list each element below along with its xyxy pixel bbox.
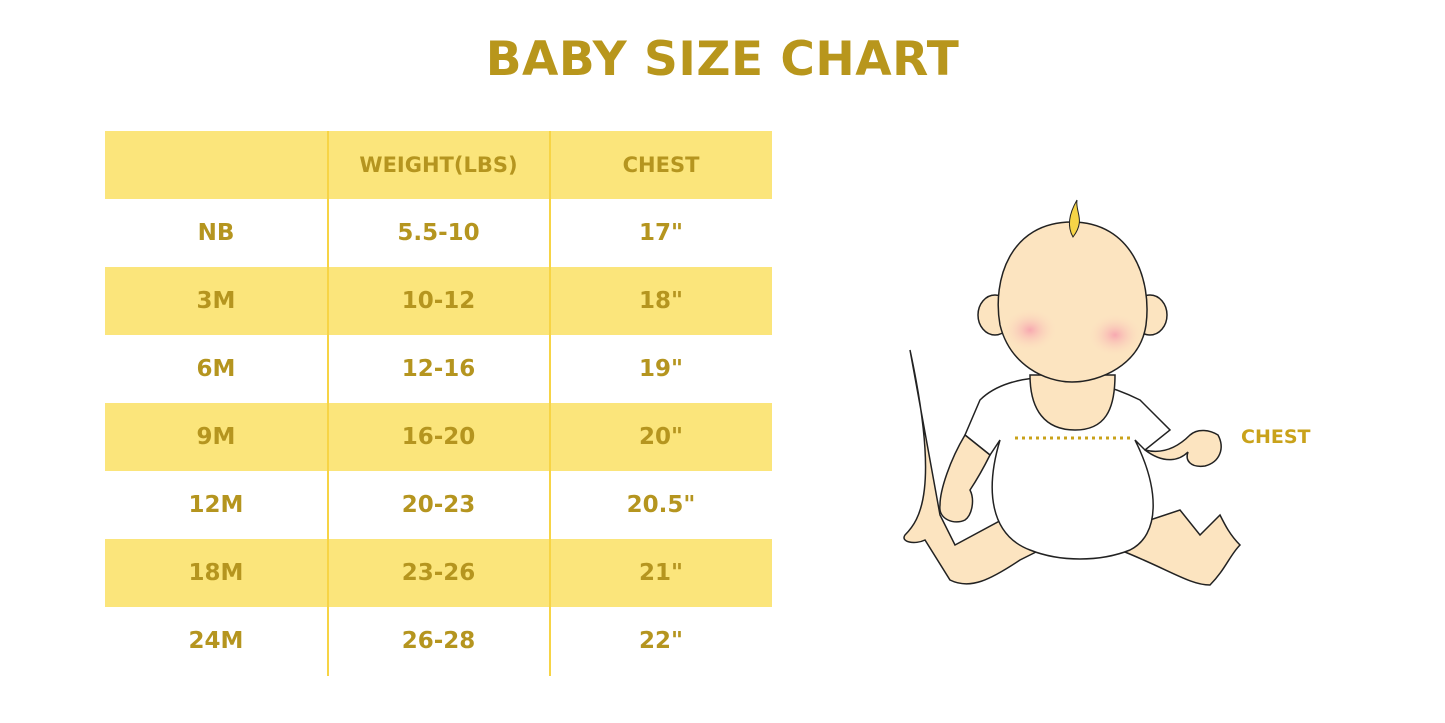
page-title: BABY SIZE CHART xyxy=(485,32,960,87)
left-arm xyxy=(939,433,991,523)
table-row: 18M 23-26 21" xyxy=(105,539,772,607)
weight-cell: 23-26 xyxy=(401,560,476,586)
weight-cell: 16-20 xyxy=(401,424,476,450)
table-row: 6M 12-16 19" xyxy=(105,335,772,403)
size-cell: 6M xyxy=(196,356,236,382)
size-cell: NB xyxy=(197,220,235,246)
right-arm xyxy=(1144,429,1222,468)
size-cell: 24M xyxy=(188,628,244,654)
right-cheek xyxy=(1087,313,1143,357)
header-cell xyxy=(105,131,327,199)
table-row: NB 5.5-10 17" xyxy=(105,199,772,267)
weight-cell: 5.5-10 xyxy=(397,220,480,246)
weight-cell: 20-23 xyxy=(401,492,476,518)
size-cell: 12M xyxy=(188,492,244,518)
table-row: 3M 10-12 18" xyxy=(105,267,772,335)
chest-cell: 18" xyxy=(639,288,683,314)
size-cell: 3M xyxy=(196,288,236,314)
weight-cell: 12-16 xyxy=(401,356,476,382)
chest-cell: 20.5" xyxy=(626,492,696,518)
hair-curl xyxy=(1068,199,1080,238)
header-cell: WEIGHT(LBS) xyxy=(359,153,518,177)
left-cheek xyxy=(1002,308,1058,352)
chest-cell: 22" xyxy=(639,628,683,654)
weight-cell: 26-28 xyxy=(401,628,476,654)
chest-label: CHEST xyxy=(1241,426,1311,448)
chest-cell: 21" xyxy=(639,560,683,586)
size-table: WEIGHT(LBS) CHEST NB 5.5-10 17" 3M 10-12 18" 6… xyxy=(105,131,772,675)
chest-cell: 17" xyxy=(639,220,683,246)
baby-illustration xyxy=(903,199,1242,586)
size-cell: 18M xyxy=(188,560,244,586)
table-row: 9M 16-20 20" xyxy=(105,403,772,471)
chest-cell: 19" xyxy=(639,356,683,382)
chest-cell: 20" xyxy=(639,424,683,450)
weight-cell: 10-12 xyxy=(401,288,476,314)
header-cell: CHEST xyxy=(622,153,700,177)
neck xyxy=(1029,374,1116,431)
size-cell: 9M xyxy=(196,424,236,450)
table-header: WEIGHT(LBS) CHEST xyxy=(105,131,772,199)
table-row: 24M 26-28 22" xyxy=(105,607,772,675)
column-divider xyxy=(327,131,329,676)
head xyxy=(997,221,1148,383)
table-row: 12M 20-23 20.5" xyxy=(105,471,772,539)
column-divider xyxy=(549,131,551,676)
